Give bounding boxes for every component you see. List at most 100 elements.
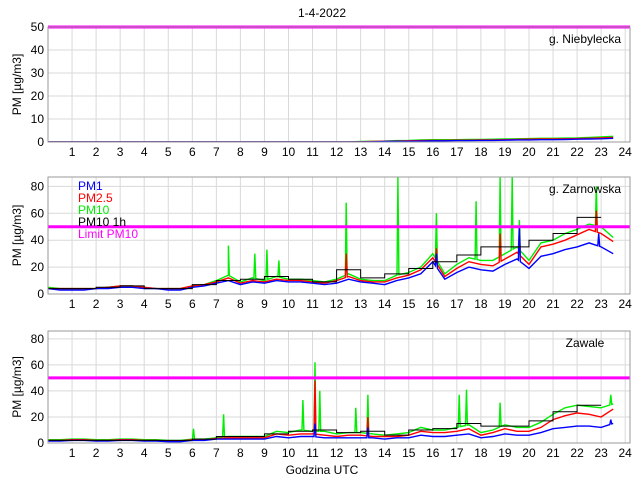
x-tick-label: 22 [570, 145, 584, 159]
x-tick-label: 4 [141, 446, 148, 460]
x-tick-label: 24 [619, 145, 633, 159]
x-tick-label: 9 [261, 446, 268, 460]
y-tick-label: 60 [31, 206, 45, 220]
x-tick-label: 19 [498, 446, 512, 460]
x-tick-label: 19 [498, 145, 512, 159]
x-tick-label: 22 [570, 446, 584, 460]
y-tick-label: 0 [37, 287, 44, 301]
y-tick-label: 50 [31, 20, 45, 34]
plot-frame [47, 26, 631, 143]
y-tick-label: 20 [31, 89, 45, 103]
x-tick-label: 23 [594, 446, 608, 460]
x-tick-label: 6 [189, 446, 196, 460]
x-tick-label: 12 [330, 145, 344, 159]
x-tick-label: 2 [93, 145, 100, 159]
x-tick-label: 23 [594, 145, 608, 159]
legend-item: PM10 [78, 203, 110, 217]
plot-frame [47, 330, 631, 444]
y-axis-label: PM [µg/m3] [10, 54, 24, 116]
x-tick-label: 14 [378, 446, 392, 460]
x-tick-label: 3 [117, 297, 124, 311]
x-tick-label: 3 [117, 446, 124, 460]
x-tick-label: 16 [426, 145, 440, 159]
chart-title: 1-4-2022 [298, 6, 346, 20]
x-tick-label: 7 [213, 145, 220, 159]
plot-lines [48, 362, 614, 443]
y-tick-label: 20 [31, 410, 45, 424]
x-tick-label: 21 [546, 446, 560, 460]
x-tick-label: 8 [237, 297, 244, 311]
x-tick-label: 17 [450, 446, 464, 460]
x-tick-label: 4 [141, 297, 148, 311]
x-tick-label: 14 [378, 297, 392, 311]
x-tick-label: 1 [69, 446, 76, 460]
x-tick-label: 7 [213, 446, 220, 460]
x-tick-label: 3 [117, 145, 124, 159]
x-tick-label: 6 [189, 297, 196, 311]
x-tick-label: 11 [306, 446, 319, 460]
panel-g-zarnowska: 1 2 3 4 5 6 7 8 9 10 11 12 13 14 15 16 17 18 19 20 21 22 23 240… [10, 176, 633, 311]
x-tick-label: 14 [378, 145, 392, 159]
x-tick-label: 12 [330, 297, 344, 311]
plot-area [48, 331, 630, 443]
y-tick-label: 30 [31, 66, 45, 80]
legend-item: PM1 [78, 179, 103, 193]
y-tick-label: 80 [31, 179, 45, 193]
x-tick-label: 2 [93, 446, 100, 460]
y-tick-label: 80 [31, 332, 45, 346]
x-axis-label: Godzina UTC [286, 463, 359, 477]
station-label: g. Zarnowska [549, 182, 621, 196]
x-tick-label: 15 [402, 145, 416, 159]
x-tick-label: 9 [261, 297, 268, 311]
station-label: g. Niebylecka [549, 32, 621, 46]
panel-g-niebylecka: 1 2 3 4 5 6 7 8 9 10 11 12 13 14 15 16 17 18 19 20 21 22 23 240… [10, 20, 632, 159]
x-tick-label: 17 [450, 297, 464, 311]
y-tick-label: 0 [37, 135, 44, 149]
plot-lines [48, 177, 614, 291]
x-tick-label: 5 [165, 145, 172, 159]
x-tick-label: 1 [69, 145, 76, 159]
x-tick-label: 21 [546, 297, 560, 311]
x-tick-label: 12 [330, 446, 344, 460]
x-tick-label: 6 [189, 145, 196, 159]
x-tick-label: 5 [165, 297, 172, 311]
legend-item: PM10 1h [78, 215, 126, 229]
x-tick-label: 17 [450, 145, 464, 159]
x-tick-label: 9 [261, 145, 268, 159]
x-tick-label: 15 [402, 297, 416, 311]
x-tick-label: 10 [282, 297, 296, 311]
x-tick-label: 4 [141, 145, 148, 159]
x-tick-label: 18 [474, 145, 488, 159]
series-pm1-line [48, 419, 614, 443]
y-tick-label: 10 [31, 112, 45, 126]
x-tick-label: 8 [237, 446, 244, 460]
x-tick-label: 24 [619, 446, 633, 460]
x-tick-label: 10 [282, 145, 296, 159]
y-axis-label: PM [µg/m3] [10, 205, 24, 267]
x-tick-label: 20 [522, 446, 536, 460]
y-axis-label: PM [µg/m3] [10, 356, 24, 418]
x-tick-label: 13 [354, 145, 368, 159]
plot-frame [47, 176, 631, 295]
x-tick-label: 13 [354, 446, 368, 460]
x-tick-label: 24 [619, 297, 633, 311]
series-pm10-1h-step-line [48, 216, 602, 290]
panel-zawale: 1 2 3 4 5 6 7 8 9 10 11 12 13 14 15 16 17 18 19 20 21 22 23 240… [10, 330, 633, 460]
x-tick-label: 20 [522, 297, 536, 311]
y-tick-label: 20 [31, 260, 45, 274]
x-tick-label: 18 [474, 297, 488, 311]
plot-area [48, 27, 630, 142]
x-tick-label: 22 [570, 297, 584, 311]
x-tick-label: 13 [354, 297, 368, 311]
x-tick-label: 11 [306, 145, 319, 159]
x-tick-label: 16 [426, 446, 440, 460]
station-label: Zawale [566, 336, 605, 350]
series-pm1-line [48, 137, 614, 142]
legend-item: Limit PM10 [78, 227, 138, 241]
x-tick-label: 23 [594, 297, 608, 311]
y-tick-label: 40 [31, 384, 45, 398]
x-tick-label: 2 [93, 297, 100, 311]
x-tick-label: 16 [426, 297, 440, 311]
